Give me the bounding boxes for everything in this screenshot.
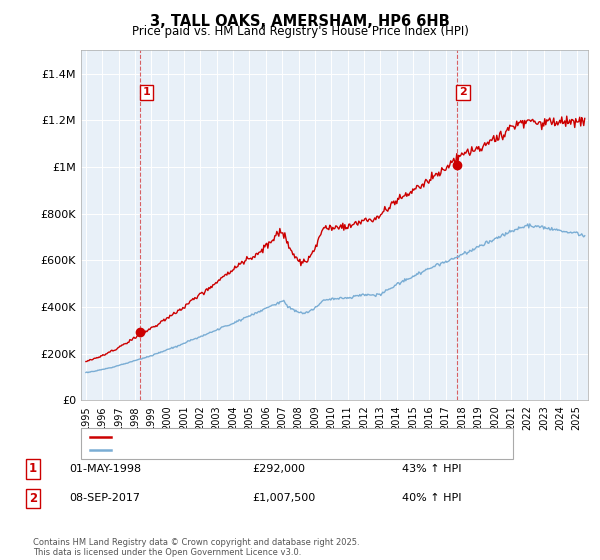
Text: Contains HM Land Registry data © Crown copyright and database right 2025.
This d: Contains HM Land Registry data © Crown c…	[33, 538, 359, 557]
Text: 08-SEP-2017: 08-SEP-2017	[69, 493, 140, 503]
Text: 1: 1	[29, 462, 37, 475]
Text: 2: 2	[29, 492, 37, 505]
Text: 40% ↑ HPI: 40% ↑ HPI	[402, 493, 461, 503]
Text: Price paid vs. HM Land Registry's House Price Index (HPI): Price paid vs. HM Land Registry's House …	[131, 25, 469, 38]
Text: 3, TALL OAKS, AMERSHAM, HP6 6HB (detached house): 3, TALL OAKS, AMERSHAM, HP6 6HB (detache…	[116, 432, 398, 442]
Text: HPI: Average price, detached house, Buckinghamshire: HPI: Average price, detached house, Buck…	[116, 445, 400, 455]
Text: 43% ↑ HPI: 43% ↑ HPI	[402, 464, 461, 474]
Text: 3, TALL OAKS, AMERSHAM, HP6 6HB: 3, TALL OAKS, AMERSHAM, HP6 6HB	[150, 14, 450, 29]
Text: 01-MAY-1998: 01-MAY-1998	[69, 464, 141, 474]
Text: 1: 1	[143, 87, 151, 97]
Text: £292,000: £292,000	[252, 464, 305, 474]
Text: £1,007,500: £1,007,500	[252, 493, 315, 503]
Text: 2: 2	[459, 87, 467, 97]
